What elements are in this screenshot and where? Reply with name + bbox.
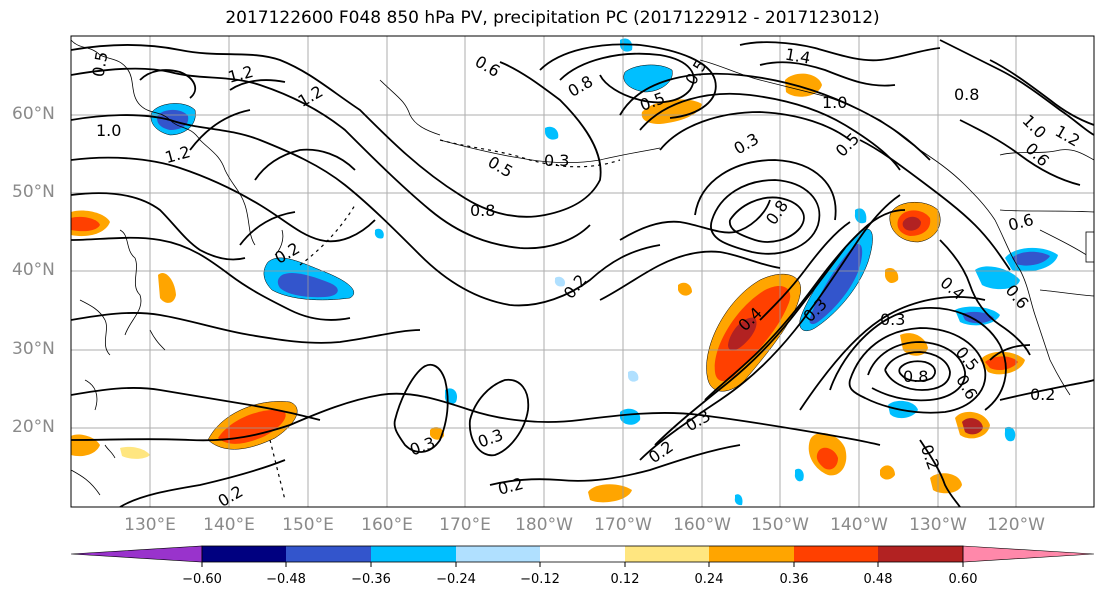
precip-negative-area [734,494,743,506]
colorbar [70,545,1095,567]
precip-negative-area [809,244,863,325]
precip-positive-area [158,272,176,303]
precip-positive-area [962,418,983,435]
precip-negative-area [374,228,384,239]
colorbar-tick-label: −0.12 [520,572,560,587]
contour-label: 1.0 [822,93,847,112]
colorbar-tick-label: −0.60 [182,572,222,587]
map-title: 2017122600 F048 850 hPa PV, precipitatio… [225,8,880,28]
precip-positive-area [816,447,838,470]
colorbar-segment [202,546,286,562]
precip-positive-area [678,282,692,296]
colorbar-tick-label: 0.48 [863,572,893,587]
lat-label: 30°N [12,339,55,359]
colorbar-tick-label: −0.24 [436,572,476,587]
precip-negative-area [962,311,994,324]
colorbar-segment [878,546,963,562]
lon-label: 140°E [203,515,255,535]
colorbar-tick-label: −0.48 [266,572,306,587]
lat-label: 50°N [12,182,55,202]
colorbar-segment [286,546,371,562]
lat-label: 20°N [12,417,55,437]
lat-label: 40°N [12,260,55,280]
colorbar-segment [962,545,1095,563]
precip-positive-area [641,99,702,124]
lon-label: 160°W [673,515,731,535]
precip-positive-area [218,409,286,444]
colorbar-segment [540,546,625,562]
precip-positive-area [885,268,899,283]
pv-contours [71,39,1094,507]
colorbar-tick-label: 0.24 [694,572,724,587]
contour-label: 0.8 [903,367,928,386]
precip-negative-area [620,408,641,425]
precip-positive-area [728,317,757,351]
lon-label: 130°W [909,515,967,535]
precip-negative-area [545,126,559,140]
precip-negative-area [628,370,639,382]
precip-negative-area [623,64,673,93]
precip-negative-area [554,276,566,287]
contour-label: 0.5 [88,50,111,78]
contour-label: 0.2 [1030,385,1055,404]
aleutian-coastline [379,79,661,163]
lon-label: 150°E [282,515,334,535]
colorbar-segment [371,546,456,562]
colorbar-tick-label: 0.60 [948,572,978,587]
precip-positive-area [985,356,1018,370]
contour-label: 0.3 [880,310,905,329]
contour-label: 0.8 [470,201,495,220]
colorbar-segment [794,546,878,562]
colorbar-segment [709,546,794,562]
contour-label: 0.8 [954,85,979,104]
colorbar-tick-label: 0.36 [779,572,809,587]
precip-negative-area [1004,426,1016,442]
lon-label: 160°E [361,515,413,535]
colorbar-segment [456,546,540,562]
precip-positive-area [880,465,895,480]
precip-negative-area [794,468,804,482]
contour-label: 1.4 [784,45,812,68]
map-frame [70,35,1095,508]
precip-negative-area [975,266,1020,290]
precip-positive-area [120,446,150,459]
contour-label: 1.0 [96,121,121,140]
colorbar-segment [625,546,709,562]
coastlines [71,39,1094,496]
colorbar-tick-label: −0.36 [351,572,391,587]
pv-dashed-contours [269,139,621,501]
lat-label: 60°N [12,104,55,124]
colorbar-tick-label: 0.12 [610,572,640,587]
lon-label: 130°E [124,515,176,535]
precip-positive-area [588,484,632,503]
lon-label: 180°W [515,515,573,535]
colorbar-segment [70,545,203,563]
precip-negative-area [1012,251,1050,266]
precip-positive-area [71,216,100,232]
map-plot-area: 0.6 1.2 1.2 1.4 1.0 1.0 1.2 0.8 0.5 0.3 … [71,36,1094,507]
lon-label: 150°W [751,515,809,535]
lon-label: 140°W [830,515,888,535]
precip-negative-area [854,208,867,224]
precip-positive-area [902,216,921,231]
lon-label: 170°W [594,515,652,535]
lon-label: 170°E [439,515,491,535]
island-coastline [104,229,284,459]
lon-label: 120°W [987,515,1045,535]
graticule [71,36,1094,507]
contour-label: 0.3 [544,151,569,170]
